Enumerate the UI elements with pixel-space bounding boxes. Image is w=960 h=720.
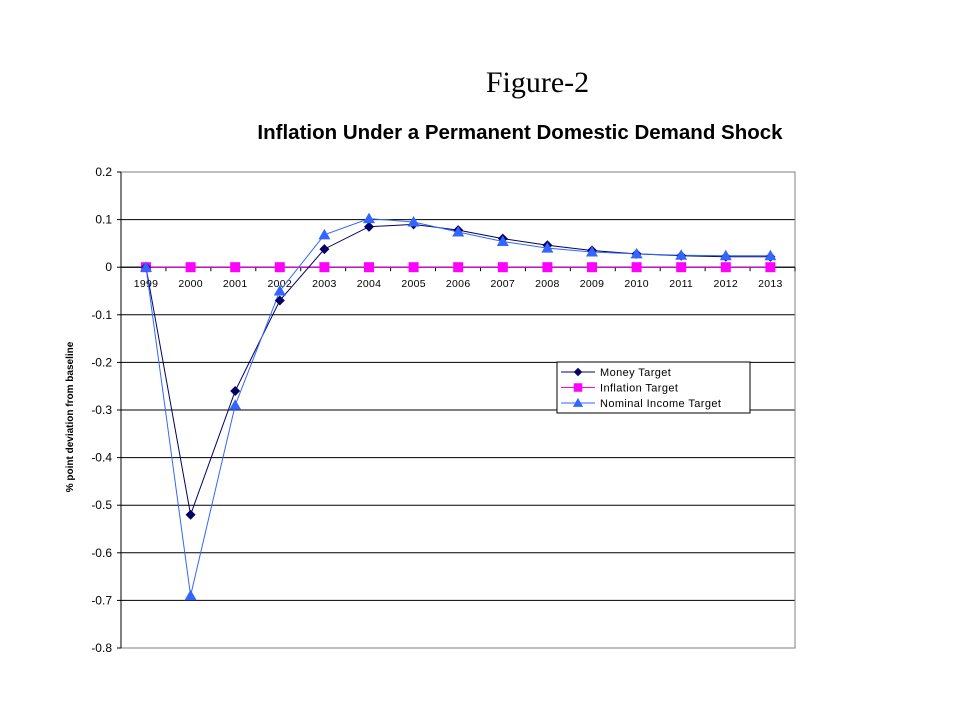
data-point <box>364 221 374 232</box>
data-point <box>273 285 286 296</box>
data-point <box>765 262 776 273</box>
y-tick-label: -0.1 <box>91 308 112 322</box>
x-tick-label: 2011 <box>669 278 693 290</box>
data-point <box>319 244 330 255</box>
legend-label: Money Target <box>600 367 671 379</box>
data-point <box>318 228 331 240</box>
data-point <box>631 262 642 273</box>
data-point <box>319 262 330 273</box>
legend-box <box>556 361 751 414</box>
x-tick-label: 2012 <box>714 278 739 290</box>
data-point <box>140 261 152 272</box>
legend-marker <box>573 383 583 392</box>
data-point <box>541 242 554 253</box>
data-point <box>720 262 731 273</box>
y-tick-label: -0.4 <box>91 451 112 465</box>
data-point <box>185 509 196 520</box>
legend: Money Target Inflation Target Nominal Inco… <box>556 361 751 414</box>
x-tick-label: 2000 <box>178 278 203 290</box>
figure-label: Figure-2 <box>485 66 590 99</box>
y-axis: 0.2 0.1 0 -0.1 -0.2 -0.3 -0.4 -0.5 -0.6 -0.7 -0.8 <box>91 165 122 655</box>
x-tick-label: 2004 <box>357 278 382 290</box>
x-tick-label: 2006 <box>446 278 471 290</box>
x-tick-label: 2009 <box>580 278 605 290</box>
legend-label: Nominal Income Target <box>600 398 721 410</box>
y-tick-label: -0.2 <box>91 355 112 369</box>
data-point <box>274 262 285 273</box>
legend-marker <box>573 367 583 377</box>
series-layer <box>140 212 777 601</box>
x-tick-label: 2001 <box>223 278 248 290</box>
data-point <box>586 245 598 257</box>
data-point <box>587 262 597 273</box>
x-tick-label: 2002 <box>268 278 293 290</box>
data-point <box>185 262 196 273</box>
data-point <box>229 399 242 410</box>
legend-marker <box>572 397 584 407</box>
data-point <box>764 249 777 261</box>
data-point <box>407 215 420 227</box>
chart-title: Inflation Under a Permanent Domestic Dem… <box>257 121 783 144</box>
data-point <box>496 235 509 246</box>
data-point <box>364 262 374 273</box>
data-point <box>676 262 687 273</box>
data-point <box>453 262 464 273</box>
data-point <box>274 295 285 306</box>
x-tick-label: 1999 <box>134 278 159 290</box>
x-tick-label: 2005 <box>401 278 426 290</box>
data-point <box>675 249 688 260</box>
y-axis-label: % point deviation from baseline <box>65 341 76 492</box>
y-tick-label: -0.5 <box>91 498 112 512</box>
data-point <box>184 589 197 601</box>
y-tick-label: -0.6 <box>91 546 112 560</box>
data-point <box>230 385 241 396</box>
x-tick-label: 2013 <box>758 278 783 290</box>
y-tick-label: -0.7 <box>91 593 112 607</box>
y-tick-label: 0 <box>105 260 112 274</box>
data-point <box>452 225 465 237</box>
y-tick-label: -0.8 <box>91 641 112 655</box>
y-tick-label: -0.3 <box>91 403 112 417</box>
x-tick-label: 2010 <box>624 278 649 290</box>
data-point <box>230 262 241 273</box>
x-tick-label: 2007 <box>491 278 516 290</box>
data-point <box>542 262 553 273</box>
y-tick-label: 0.2 <box>95 165 112 179</box>
data-point <box>630 247 643 259</box>
data-point <box>719 249 732 261</box>
x-tick-label: 2008 <box>535 278 560 290</box>
data-point <box>408 262 419 273</box>
legend-label: Inflation Target <box>600 383 678 395</box>
data-point <box>497 262 508 273</box>
data-point <box>363 212 375 224</box>
y-tick-label: 0.1 <box>95 213 112 227</box>
x-tick-label: 2003 <box>312 278 337 290</box>
